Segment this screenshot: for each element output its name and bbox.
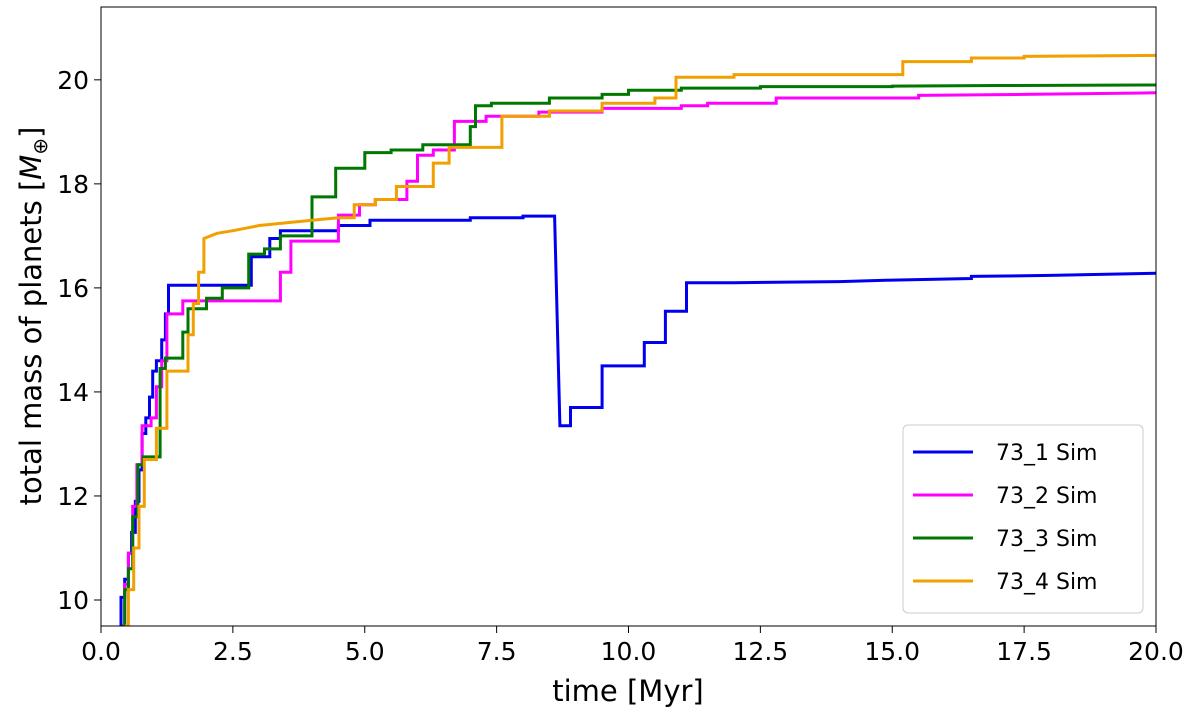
legend-label: 73_1 Sim — [996, 441, 1098, 466]
series-line-4 — [124, 53, 1156, 626]
legend-label: 73_3 Sim — [996, 527, 1098, 552]
y-axis-label: total mass of planets [M⊕] — [14, 127, 52, 506]
x-tick-label: 7.5 — [477, 637, 517, 666]
y-tick-label: 18 — [57, 170, 89, 199]
x-tick-label: 0.0 — [81, 637, 121, 666]
y-tick-label: 10 — [57, 586, 89, 615]
x-axis-label: time [Myr] — [552, 674, 703, 708]
y-tick-label: 16 — [57, 274, 89, 303]
series-layer — [119, 53, 1156, 626]
y-tick-label: 20 — [57, 66, 89, 95]
legend-label: 73_2 Sim — [996, 484, 1098, 509]
x-tick-label: 17.5 — [996, 637, 1052, 666]
y-tick-label: 12 — [57, 482, 89, 511]
x-tick-label: 5.0 — [345, 637, 385, 666]
x-tick-label: 10.0 — [601, 637, 657, 666]
legend-label: 73_4 Sim — [996, 570, 1098, 595]
legend-box — [902, 424, 1144, 614]
x-tick-label: 2.5 — [213, 637, 253, 666]
legend: 73_1 Sim 73_2 Sim 73_3 Sim 73_4 Sim — [902, 424, 1144, 614]
y-axis: 10 12 14 16 18 20 — [57, 66, 101, 615]
x-tick-label: 12.5 — [733, 637, 789, 666]
y-tick-label: 14 — [57, 378, 89, 407]
x-tick-label: 20.0 — [1128, 637, 1184, 666]
x-tick-label: 15.0 — [864, 637, 920, 666]
x-axis: 0.0 2.5 5.0 7.5 10.0 12.5 15.0 17.5 20.0 — [81, 626, 1184, 666]
